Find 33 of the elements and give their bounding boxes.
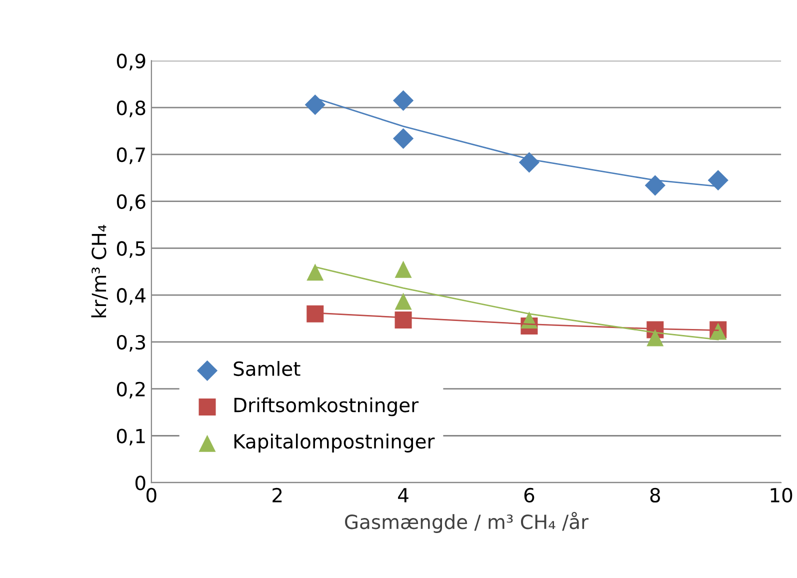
point: [644, 175, 666, 196]
x-tick-label: 4: [398, 488, 408, 502]
y-tick-label: 0,7: [116, 147, 145, 164]
point: [646, 329, 664, 346]
x-tick-label: 10: [770, 488, 792, 503]
y-tick-label: 0: [135, 476, 146, 490]
point: [306, 305, 324, 322]
y-tick-label: 0,6: [116, 194, 146, 211]
x-axis-title: Gasmængde / m³ CH₄ /år: [345, 512, 589, 533]
point: [708, 170, 728, 191]
y-tick-label: 0,1: [116, 428, 145, 446]
point: [304, 94, 326, 116]
y-tick-label: 0,4: [116, 288, 146, 305]
legend-label: Kapitalompostninger: [234, 434, 435, 452]
x-tick-label: 8: [650, 488, 660, 503]
x-tick-label: 6: [524, 488, 534, 503]
y-tick-label: 0,8: [116, 100, 146, 118]
y-tick-label: 0,5: [116, 241, 145, 258]
y-axis-title: kr/m³ CH₄: [91, 224, 108, 318]
legend-label: Samlet: [234, 361, 300, 376]
legend-label: Driftsomkostninger: [234, 397, 419, 416]
x-tick-label: 0: [146, 488, 156, 503]
point: [518, 152, 540, 173]
y-tick-label: 0,3: [116, 334, 146, 352]
point: [394, 292, 412, 310]
point: [394, 260, 412, 278]
y-tick-label: 0,9: [116, 54, 146, 70]
point: [394, 311, 412, 328]
y-tick-label: 0,2: [116, 382, 145, 399]
point: [392, 90, 414, 111]
x-tick-label: 2: [272, 488, 282, 502]
point: [306, 264, 324, 281]
point: [392, 128, 414, 149]
